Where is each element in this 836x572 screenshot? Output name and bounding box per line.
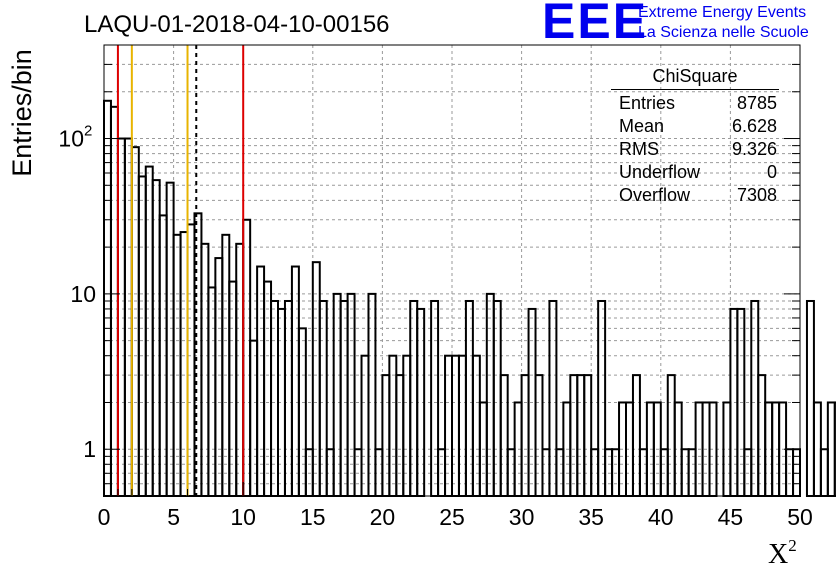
logo-line-1: Extreme Energy Events [638, 4, 807, 21]
histogram-bar [457, 354, 467, 497]
logo-line-2: La Scienza nelle Scuole [638, 24, 809, 41]
x-tick-label: 45 [718, 504, 744, 530]
histogram-bar [367, 292, 377, 497]
stats-value: 0 [766, 162, 777, 182]
histogram-bar [137, 175, 147, 498]
histogram-bar [631, 374, 641, 498]
stats-label: Entries [619, 93, 676, 113]
histogram-bar [471, 354, 481, 497]
histogram-bar [402, 354, 412, 497]
histogram-bar [270, 299, 280, 497]
histogram-bar [249, 339, 259, 497]
x-tick-label: 30 [509, 504, 535, 530]
histogram-bar [499, 374, 509, 498]
y-tick-label: 1 [83, 436, 96, 462]
stats-divider [611, 89, 779, 90]
histogram-bar [346, 292, 356, 497]
histogram-bar [520, 374, 530, 498]
stats-row-rms: RMS 9.326 [619, 138, 777, 161]
x-axis-label-superscript: 2 [788, 536, 797, 555]
histogram-bar [395, 374, 405, 498]
x-tick-label: 10 [230, 504, 256, 530]
histogram-bar [123, 137, 133, 498]
x-tick-label: 15 [300, 504, 326, 530]
x-axis-label-base: X [768, 539, 789, 570]
y-tick-label: 10 [70, 281, 96, 307]
histogram-bar [381, 374, 391, 498]
histogram-bar [103, 99, 112, 497]
histogram-bar [186, 223, 196, 498]
histogram-bar [235, 242, 245, 497]
histogram-bar [464, 299, 474, 497]
x-tick-label: 50 [787, 504, 813, 530]
stats-box: ChiSquare Entries 8785 Mean 6.628 RMS 9.326… [611, 64, 779, 205]
x-tick-label: 5 [167, 504, 180, 530]
x-tick-label: 40 [648, 504, 674, 530]
histogram-bar [332, 292, 342, 497]
stats-row-overflow: Overflow 7308 [619, 184, 777, 207]
histogram-bar [444, 354, 454, 497]
stats-value: 6.628 [731, 116, 777, 136]
histogram-bar [200, 242, 210, 497]
histogram-bar [812, 401, 822, 498]
histogram-bar [583, 374, 593, 498]
x-tick-label: 20 [370, 504, 396, 530]
histogram-bar [311, 261, 321, 497]
stats-label: Mean [619, 116, 665, 136]
histogram-bar [576, 374, 586, 498]
stats-row-entries: Entries 8785 [619, 92, 777, 115]
y-tick-label: 10 [58, 126, 84, 152]
histogram-bar [144, 165, 154, 497]
histogram-bar [451, 354, 460, 497]
histogram-bar [805, 299, 815, 497]
stats-value: 9.326 [731, 139, 777, 159]
histogram-bar [130, 146, 140, 497]
histogram-bar [534, 374, 544, 498]
stats-label: RMS [619, 139, 659, 159]
histogram-bar [750, 299, 760, 497]
histogram-bar [485, 292, 495, 497]
histogram-bar [339, 299, 349, 497]
histogram-bar [833, 401, 836, 498]
histogram-bar [360, 354, 370, 497]
histogram-bar [819, 448, 829, 497]
stats-value: 8785 [736, 93, 777, 113]
histogram-bar [430, 299, 440, 497]
stats-value: 7308 [736, 185, 777, 205]
histogram-bar [151, 179, 161, 498]
y-axis-label: Entries/bin [7, 49, 37, 177]
histogram-bar [666, 374, 676, 498]
stats-rows: Entries 8785 Mean 6.628 RMS 9.326 Underflow… [619, 92, 777, 207]
x-tick-label: 25 [439, 504, 465, 530]
histogram-bar [826, 401, 836, 498]
stats-label: Overflow [619, 185, 691, 205]
histogram-bar [757, 374, 767, 498]
histogram-bar [409, 299, 419, 497]
histogram-bar [297, 327, 307, 497]
histogram-bar [597, 299, 607, 497]
stats-title: ChiSquare [652, 66, 738, 86]
histogram-bar [388, 354, 398, 497]
stats-row-mean: Mean 6.628 [619, 115, 777, 138]
histogram-bar [283, 299, 293, 497]
y-tick-label-exponent: 2 [84, 123, 92, 140]
x-tick-label: 0 [98, 504, 111, 530]
x-axis-label: X2 [768, 536, 797, 571]
histogram-bar [318, 299, 328, 497]
axis-ticks [103, 44, 801, 497]
chart-title: LAQU-01-2018-04-10-00156 [84, 11, 390, 38]
stats-label: Underflow [619, 162, 701, 182]
histogram-bar [548, 299, 558, 497]
stats-row-underflow: Underflow 0 [619, 161, 777, 184]
x-tick-label: 35 [578, 504, 604, 530]
histogram-bar [242, 218, 252, 497]
histogram-bar [116, 137, 126, 498]
logo-mark: EEE [542, 0, 649, 49]
histogram-bar [492, 299, 502, 497]
histogram-bar [569, 374, 579, 498]
reference-lines [116, 45, 245, 496]
